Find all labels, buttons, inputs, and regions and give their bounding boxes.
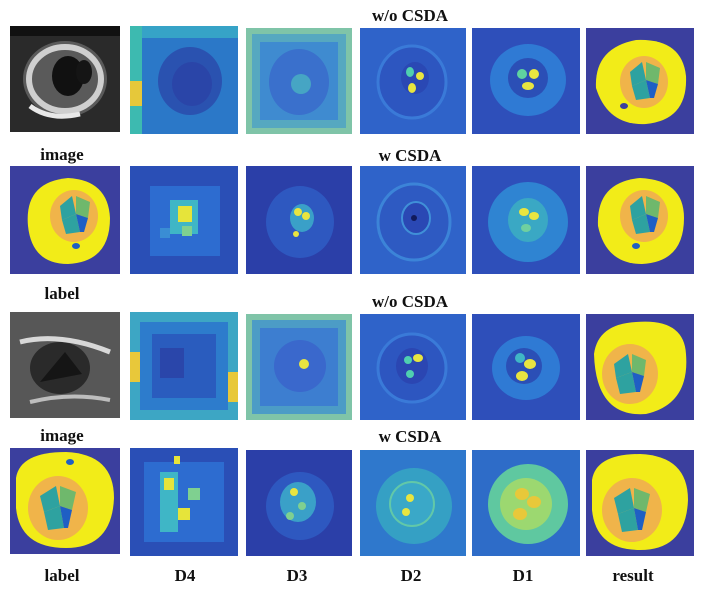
heatmap-d3-row2 [246, 166, 352, 274]
heatmap-d2-row1 [360, 28, 466, 134]
heatmap-d1-row1 [472, 28, 580, 134]
column-label-d1: D1 [512, 566, 534, 585]
heatmap-d1-row3 [472, 314, 580, 420]
row-2-side-label: label [44, 284, 80, 303]
heatmap-d4-row4 [130, 448, 238, 556]
heatmap-d1-row4 [472, 450, 580, 556]
heatmap-d4-row1 [130, 26, 238, 134]
heatmap-d3-row4 [246, 450, 352, 556]
heatmap-d4-row3 [130, 312, 238, 420]
ground-truth-label-2 [10, 448, 120, 554]
segmentation-result-row3 [586, 314, 694, 420]
row-4-header: w CSDA [378, 427, 442, 446]
row-3-header: w/o CSDA [371, 292, 449, 311]
heatmap-d4-row2 [130, 166, 238, 274]
segmentation-result-row1 [586, 28, 694, 134]
row-4-side-label: label [44, 566, 80, 585]
heatmap-d3-row3 [246, 314, 352, 420]
row-2-header: w CSDA [378, 146, 442, 165]
heatmap-d1-row2 [472, 166, 580, 274]
heatmap-d2-row4 [360, 450, 466, 556]
heatmap-d2-row2 [360, 166, 466, 274]
segmentation-result-row2 [586, 166, 694, 274]
segmentation-result-row4 [586, 450, 694, 556]
row-3-side-label: image [40, 426, 84, 445]
row-1-side-label: image [40, 145, 84, 164]
row-1-header: w/o CSDA [371, 6, 449, 25]
ultrasound-image-1 [10, 26, 120, 132]
column-label-result: result [612, 566, 654, 585]
heatmap-d2-row3 [360, 314, 466, 420]
column-label-d4: D4 [174, 566, 196, 585]
heatmap-d3-row1 [246, 28, 352, 134]
column-label-d3: D3 [286, 566, 308, 585]
ultrasound-image-2 [10, 312, 120, 418]
column-label-d2: D2 [400, 566, 422, 585]
ground-truth-label-1 [10, 166, 120, 274]
